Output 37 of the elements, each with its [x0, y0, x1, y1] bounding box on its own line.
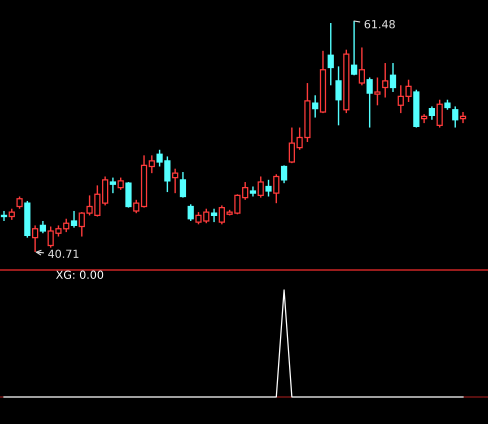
candlestick — [250, 186, 256, 198]
candlestick — [460, 111, 466, 124]
candlestick — [40, 220, 46, 234]
candlestick — [118, 176, 124, 191]
candlestick — [180, 171, 186, 198]
annotation: 40.71 — [48, 250, 78, 258]
candlestick — [0, 210, 8, 222]
candlestick — [110, 176, 116, 194]
candlestick — [258, 176, 264, 198]
annotation: 61.48 — [364, 20, 395, 28]
candlestick — [452, 106, 458, 128]
candlestick — [265, 179, 272, 198]
candlestick — [366, 76, 373, 128]
candlestick — [436, 99, 443, 128]
candlestick — [312, 94, 318, 118]
candlestick — [156, 149, 163, 168]
candlestick — [210, 208, 218, 223]
candlestick — [328, 22, 334, 86]
candlestick — [374, 76, 381, 106]
candlestick — [273, 174, 280, 204]
candlestick — [350, 20, 358, 76]
candlestick — [70, 210, 78, 228]
candlestick — [16, 196, 23, 210]
candlestick — [358, 46, 365, 86]
candlestick — [8, 208, 15, 221]
candlestick — [428, 106, 436, 120]
candlestick — [172, 168, 178, 194]
candlestick — [335, 66, 342, 126]
candlestick — [382, 62, 388, 98]
candlestick — [280, 164, 288, 184]
candlestick — [390, 62, 396, 93]
candlestick — [444, 99, 451, 110]
candlestick — [32, 224, 38, 253]
text: XG: 0.00 — [56, 270, 104, 279]
candlestick — [164, 156, 170, 193]
candlestick — [188, 204, 194, 222]
candlestick — [125, 181, 132, 208]
